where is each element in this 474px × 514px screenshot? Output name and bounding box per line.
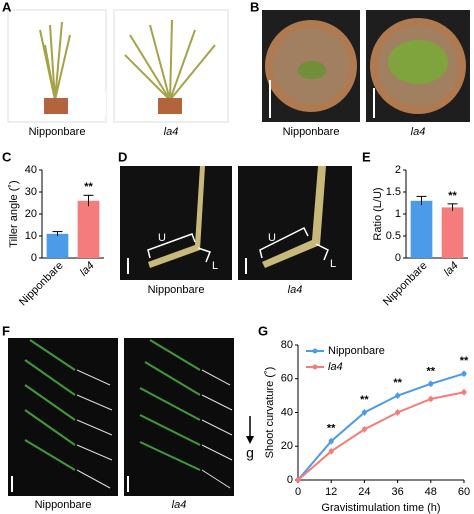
point bbox=[328, 438, 334, 444]
plant bbox=[39, 19, 216, 101]
point bbox=[461, 389, 467, 395]
y-tick-label: 60 bbox=[281, 373, 293, 385]
mark-label: U bbox=[158, 232, 166, 244]
panel-label: D bbox=[118, 149, 127, 164]
caption: la4 bbox=[164, 126, 179, 138]
y-tick-label: 40 bbox=[25, 164, 37, 176]
caption: Nipponbare bbox=[283, 126, 340, 138]
significance: ** bbox=[460, 355, 469, 367]
photo bbox=[8, 338, 118, 496]
y-tick-label: 20 bbox=[25, 208, 37, 220]
y-tick-label: 20 bbox=[281, 440, 293, 452]
point bbox=[328, 448, 334, 454]
significance: ** bbox=[84, 181, 93, 193]
point bbox=[361, 426, 367, 432]
legend-label: la4 bbox=[328, 361, 343, 373]
x-tick-label: 48 bbox=[425, 486, 437, 498]
y-tick-label: 80 bbox=[281, 339, 293, 351]
mark-label: U bbox=[268, 232, 276, 244]
caption: Nipponbare bbox=[148, 284, 205, 296]
y-tick-label: 10 bbox=[25, 230, 37, 242]
panel-label: C bbox=[2, 149, 12, 164]
legend-label: Nipponbare bbox=[328, 345, 385, 357]
caption: la4 bbox=[172, 499, 187, 511]
point bbox=[361, 410, 367, 415]
photo bbox=[120, 166, 232, 280]
significance: ** bbox=[327, 423, 336, 435]
y-axis-label: Shoot curvature (˚) bbox=[264, 367, 276, 459]
bar bbox=[77, 200, 100, 258]
y-tick-label: 1.5 bbox=[386, 186, 401, 198]
bracket bbox=[147, 226, 329, 263]
x-tick-label: Nipponbare bbox=[381, 260, 430, 309]
caption: Nipponbare bbox=[35, 499, 92, 511]
seedlings bbox=[24, 339, 201, 471]
gravity-arrow-head bbox=[246, 436, 254, 444]
x-tick-label: Nipponbare bbox=[17, 260, 66, 309]
roots bbox=[76, 369, 233, 489]
bar bbox=[410, 200, 433, 258]
line bbox=[297, 372, 465, 481]
photo bbox=[124, 338, 234, 496]
bar bbox=[46, 233, 69, 258]
bar bbox=[441, 207, 464, 258]
y-tick-label: 1 bbox=[395, 208, 401, 220]
pot bbox=[44, 98, 68, 114]
point bbox=[461, 371, 467, 377]
y-tick-label: 40 bbox=[281, 406, 293, 418]
x-tick-label: 12 bbox=[325, 486, 337, 498]
point bbox=[295, 477, 301, 483]
point bbox=[428, 396, 434, 402]
x-axis-label: Gravistimulation time (h) bbox=[321, 502, 440, 514]
line bbox=[297, 391, 465, 481]
y-axis-label: Ratio (L/U) bbox=[372, 187, 384, 240]
caption: la4 bbox=[411, 126, 426, 138]
x-tick-label: 24 bbox=[358, 486, 370, 498]
x-tick-label: 0 bbox=[295, 486, 301, 498]
panel-label: A bbox=[2, 0, 12, 14]
plant bbox=[388, 40, 448, 84]
x-tick-label: la4 bbox=[78, 260, 97, 279]
panel-label: F bbox=[2, 323, 10, 338]
y-tick-label: 0 bbox=[31, 252, 37, 264]
x-tick-label: 60 bbox=[458, 486, 470, 498]
caption: Nipponbare bbox=[29, 126, 86, 138]
mark-label: L bbox=[212, 260, 218, 272]
point bbox=[395, 393, 401, 399]
x-tick-label: 36 bbox=[391, 486, 403, 498]
panel-label: G bbox=[258, 323, 268, 338]
legend-marker bbox=[312, 348, 318, 354]
caption: la4 bbox=[288, 284, 303, 296]
significance: ** bbox=[427, 365, 436, 377]
photo bbox=[238, 166, 352, 280]
significance: ** bbox=[360, 394, 369, 406]
point bbox=[428, 381, 434, 387]
significance: ** bbox=[448, 190, 457, 202]
y-axis-label: Tiller angle (˚) bbox=[8, 180, 20, 247]
y-tick-label: 2 bbox=[395, 164, 401, 176]
stem bbox=[262, 166, 326, 268]
point bbox=[395, 410, 401, 415]
y-tick-label: 0 bbox=[395, 252, 401, 264]
plant bbox=[298, 61, 326, 79]
panel-label: E bbox=[362, 149, 371, 164]
legend-marker bbox=[312, 364, 318, 370]
mark-label: L bbox=[330, 258, 336, 270]
pot bbox=[158, 98, 182, 114]
x-tick-label: la4 bbox=[442, 260, 461, 279]
gravity-label: g bbox=[246, 445, 254, 461]
y-tick-label: 0.5 bbox=[386, 230, 401, 242]
y-tick-label: 0 bbox=[287, 474, 293, 486]
significance: ** bbox=[393, 377, 402, 389]
y-tick-label: 30 bbox=[25, 186, 37, 198]
panel-label: B bbox=[250, 0, 259, 14]
